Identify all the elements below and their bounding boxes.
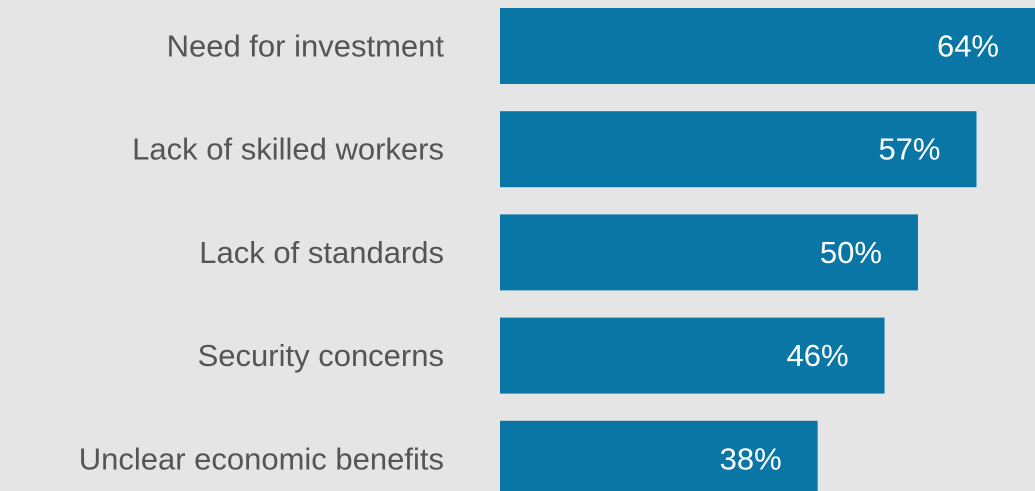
category-label-4: Unclear economic benefits — [79, 441, 444, 476]
category-label-3: Security concerns — [198, 338, 444, 373]
category-label-2: Lack of standards — [199, 235, 444, 270]
value-label-3: 46% — [786, 338, 848, 373]
bar-4 — [500, 420, 818, 491]
value-label-0: 64% — [937, 29, 999, 64]
bar-2 — [500, 214, 918, 291]
bar-0 — [500, 8, 1035, 84]
bar-1 — [500, 111, 977, 188]
bars-layer — [500, 8, 1035, 491]
bar-3 — [500, 317, 885, 394]
category-label-0: Need for investment — [167, 29, 445, 64]
value-label-2: 50% — [820, 235, 882, 270]
value-label-1: 57% — [878, 132, 940, 167]
value-label-4: 38% — [720, 441, 782, 476]
category-label-1: Lack of skilled workers — [132, 132, 444, 167]
category-labels: Need for investment Lack of skilled worke… — [79, 29, 445, 477]
value-labels: 64% 57% 50% 46% 38% — [720, 29, 999, 477]
